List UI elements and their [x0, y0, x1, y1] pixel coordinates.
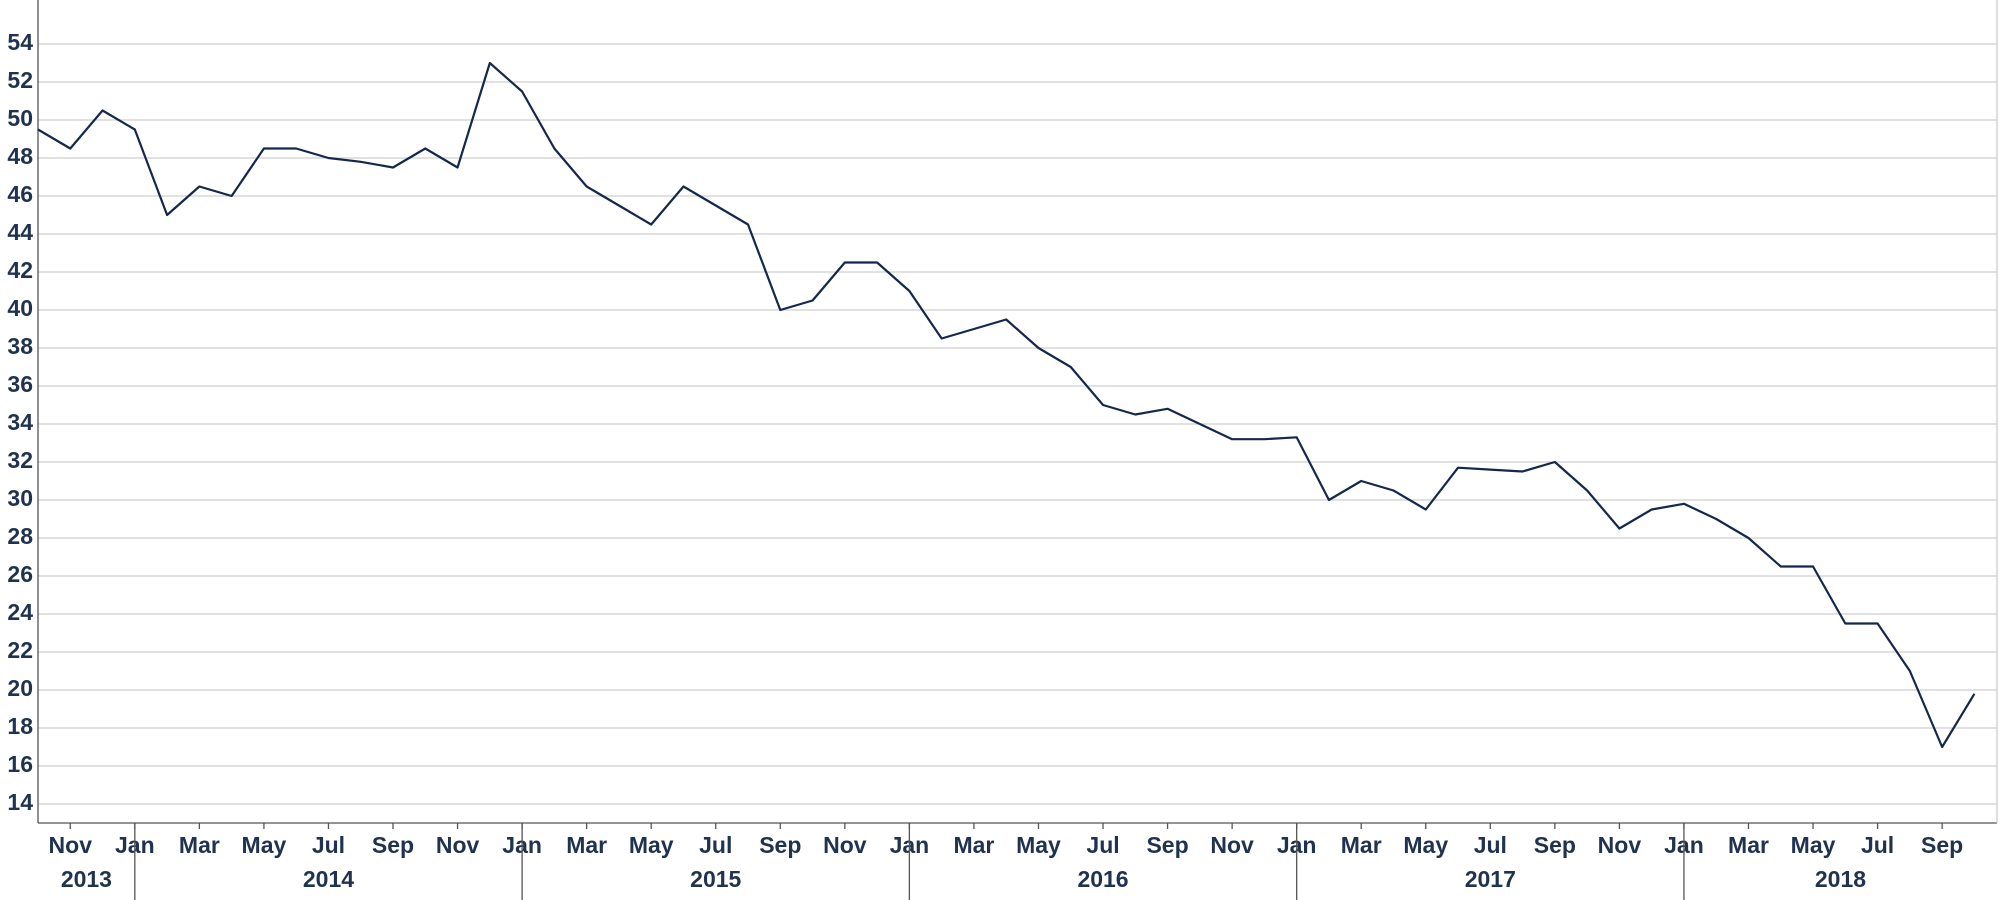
x-tick-label: Nov	[823, 832, 867, 858]
y-tick-label: 48	[7, 143, 33, 169]
x-tick-label: Mar	[1728, 832, 1769, 858]
x-tick-label: May	[629, 832, 674, 858]
x-tick-label: Mar	[179, 832, 220, 858]
x-tick-label: Mar	[566, 832, 607, 858]
y-tick-label: 34	[7, 409, 33, 435]
x-tick-label: Sep	[1534, 832, 1576, 858]
y-tick-label: 52	[7, 67, 33, 93]
year-label: 2013	[61, 866, 112, 892]
y-tick-label: 40	[7, 295, 33, 321]
x-tick-label: Jul	[1086, 832, 1119, 858]
year-label: 2017	[1465, 866, 1516, 892]
x-tick-label: Jul	[312, 832, 345, 858]
y-tick-label: 46	[7, 181, 33, 207]
x-tick-label: Jul	[699, 832, 732, 858]
year-label: 2016	[1077, 866, 1128, 892]
x-tick-label: Nov	[1210, 832, 1254, 858]
x-tick-label: Mar	[953, 832, 994, 858]
y-tick-label: 38	[7, 333, 33, 359]
year-label: 2018	[1815, 866, 1866, 892]
y-tick-label: 42	[7, 257, 33, 283]
y-tick-label: 36	[7, 371, 33, 397]
y-tick-label: 18	[7, 713, 33, 739]
y-tick-label: 20	[7, 675, 33, 701]
x-tick-label: May	[1403, 832, 1448, 858]
x-tick-label: Mar	[1341, 832, 1382, 858]
data-line	[37, 61, 1976, 749]
x-tick-label: Nov	[436, 832, 480, 858]
year-label: 2015	[690, 866, 741, 892]
y-tick-label: 44	[7, 219, 33, 245]
y-tick-label: 22	[7, 637, 33, 663]
x-tick-label: Jul	[1474, 832, 1507, 858]
y-tick-label: 16	[7, 751, 33, 777]
x-tick-label: Sep	[1921, 832, 1963, 858]
y-tick-label: 24	[7, 599, 33, 625]
y-tick-label: 28	[7, 523, 33, 549]
x-tick-label: Nov	[1598, 832, 1642, 858]
y-tick-label: 14	[7, 789, 33, 815]
x-tick-label: May	[1791, 832, 1836, 858]
x-tick-label: Sep	[372, 832, 414, 858]
y-tick-label: 30	[7, 485, 33, 511]
x-tick-label: May	[1016, 832, 1061, 858]
year-label: 2014	[303, 866, 354, 892]
y-tick-label: 26	[7, 561, 33, 587]
x-tick-label: Sep	[759, 832, 801, 858]
x-tick-label: Sep	[1146, 832, 1188, 858]
y-tick-label: 50	[7, 105, 33, 131]
x-tick-label: May	[242, 832, 287, 858]
x-tick-label: Nov	[49, 832, 93, 858]
y-tick-label: 32	[7, 447, 33, 473]
y-tick-label: 54	[7, 29, 33, 55]
x-tick-label: Jul	[1861, 832, 1894, 858]
